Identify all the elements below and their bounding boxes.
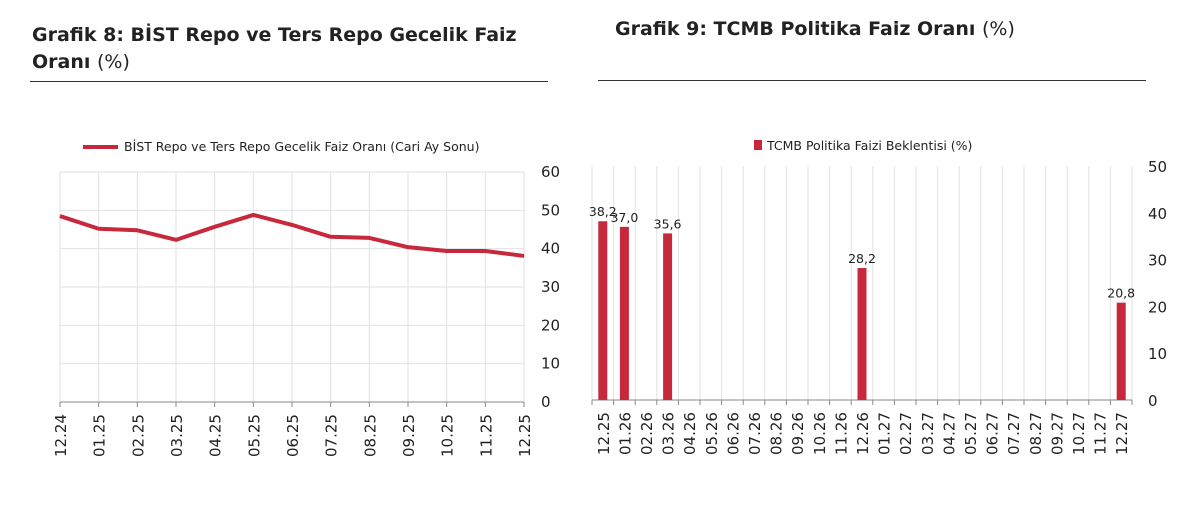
data-label: 37,0 (610, 210, 638, 225)
x-tick-label: 11.26 (832, 412, 850, 455)
x-tick-label: 06.26 (724, 412, 742, 455)
y-tick-label: 40 (541, 240, 560, 258)
x-tick-label: 08.26 (768, 412, 786, 455)
x-tick-label: 01.25 (91, 414, 109, 457)
x-tick-label: 05.26 (703, 412, 721, 455)
chart-8-title-text: Grafik 8: BİST Repo ve Ters Repo Gecelik… (32, 24, 517, 73)
data-point (252, 214, 254, 216)
x-tick-label: 08.27 (1027, 412, 1045, 455)
chart-8-title: Grafik 8: BİST Repo ve Ters Repo Gecelik… (32, 22, 552, 76)
y-tick-label: 10 (541, 355, 560, 373)
x-tick-label: 12.26 (854, 412, 872, 455)
x-tick-label: 06.25 (284, 414, 302, 457)
y-tick-label: 30 (541, 278, 560, 296)
data-point (291, 224, 293, 226)
y-tick-label: 0 (1148, 392, 1158, 410)
y-tick-label: 40 (1148, 205, 1167, 223)
chart-9-title-unit: (%) (982, 18, 1015, 40)
y-tick-label: 30 (1148, 252, 1167, 270)
data-point (407, 246, 409, 248)
data-label: 35,6 (654, 216, 682, 231)
x-tick-label: 11.25 (477, 414, 495, 457)
data-point (523, 255, 525, 257)
x-tick-label: 05.27 (962, 412, 980, 455)
x-tick-label: 07.26 (746, 412, 764, 455)
bar (598, 221, 608, 400)
x-tick-label: 02.27 (897, 412, 915, 455)
x-tick-label: 10.27 (1070, 412, 1088, 455)
chart-8-title-unit: (%) (97, 51, 130, 73)
x-tick-label: 11.27 (1092, 412, 1110, 455)
legend-label: BİST Repo ve Ters Repo Gecelik Faiz Oran… (124, 139, 479, 154)
x-tick-label: 03.25 (168, 414, 186, 457)
data-point (136, 229, 138, 231)
chart-8-title-rule (30, 81, 548, 82)
x-tick-label: 04.27 (940, 412, 958, 455)
chart-9-title: Grafik 9: TCMB Politika Faiz Oranı (%) (615, 16, 1175, 43)
bar (857, 268, 867, 400)
x-tick-label: 12.27 (1113, 412, 1131, 455)
x-tick-label: 04.26 (681, 412, 699, 455)
data-point (446, 250, 448, 252)
data-label: 38,2 (589, 204, 617, 219)
data-label: 20,8 (1107, 286, 1135, 301)
x-tick-label: 05.25 (245, 414, 263, 457)
data-point (484, 250, 486, 252)
data-point (98, 228, 100, 230)
y-tick-label: 50 (1148, 158, 1167, 176)
bar (1116, 302, 1126, 400)
y-tick-label: 60 (541, 163, 560, 181)
x-tick-label: 07.27 (1005, 412, 1023, 455)
x-tick-label: 04.25 (207, 414, 225, 457)
x-tick-label: 02.26 (638, 412, 656, 455)
y-tick-label: 50 (541, 201, 560, 219)
y-tick-label: 0 (541, 393, 551, 411)
x-tick-label: 02.25 (129, 414, 147, 457)
bar (663, 233, 673, 400)
data-point (368, 237, 370, 239)
x-tick-label: 12.25 (595, 412, 613, 455)
x-tick-label: 12.25 (516, 414, 534, 457)
y-tick-label: 10 (1148, 345, 1167, 363)
data-point (330, 236, 332, 238)
x-tick-label: 09.27 (1048, 412, 1066, 455)
chart-9-title-rule (598, 80, 1146, 81)
x-tick-label: 03.26 (660, 412, 678, 455)
x-tick-label: 09.25 (400, 414, 418, 457)
x-tick-label: 09.26 (789, 412, 807, 455)
data-point (214, 226, 216, 228)
x-tick-label: 01.26 (616, 412, 634, 455)
data-label: 28,2 (848, 251, 876, 266)
legend-swatch (754, 140, 762, 150)
x-tick-label: 10.26 (811, 412, 829, 455)
legend-label: TCMB Politika Faizi Beklentisi (%) (766, 138, 972, 153)
x-tick-label: 03.27 (919, 412, 937, 455)
bar (619, 226, 629, 400)
x-tick-label: 01.27 (876, 412, 894, 455)
x-tick-label: 08.25 (361, 414, 379, 457)
y-tick-label: 20 (1148, 298, 1167, 316)
x-tick-label: 12.24 (52, 414, 70, 457)
chart-9-title-text: Grafik 9: TCMB Politika Faiz Oranı (615, 18, 976, 40)
data-point (175, 239, 177, 241)
data-point (59, 215, 61, 217)
x-tick-label: 07.25 (323, 414, 341, 457)
y-tick-label: 20 (541, 316, 560, 334)
x-tick-label: 10.25 (439, 414, 457, 457)
x-tick-label: 06.27 (984, 412, 1002, 455)
